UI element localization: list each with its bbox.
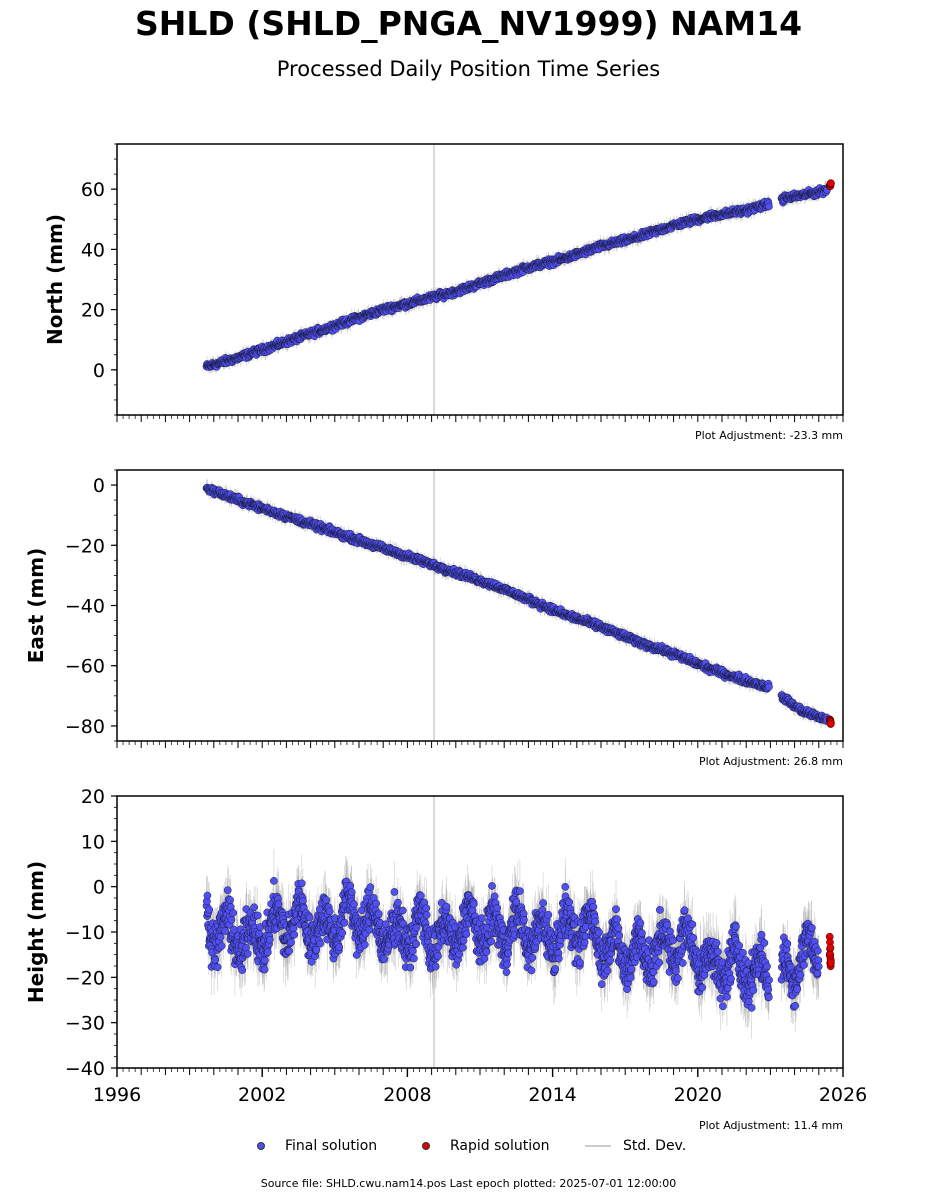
north-rapid-point xyxy=(827,179,835,188)
north-plot-area xyxy=(202,144,835,415)
north-ytick-label: 40 xyxy=(81,239,105,261)
north-rapid-points xyxy=(825,179,835,191)
north-ytick-label: 20 xyxy=(81,300,105,322)
chart-subtitle: Processed Daily Position Time Series xyxy=(276,57,661,81)
east-final-points xyxy=(202,483,831,725)
chart-title: SHLD (SHLD_PNGA_NV1999) NAM14 xyxy=(134,4,803,43)
north-final-points xyxy=(202,184,831,371)
north-ytick-label: 60 xyxy=(81,179,105,201)
north-ytick-label: 0 xyxy=(93,360,105,382)
north-final-point xyxy=(765,202,773,211)
east-plot-area xyxy=(202,470,835,741)
north-ylabel: North (mm) xyxy=(43,214,67,345)
